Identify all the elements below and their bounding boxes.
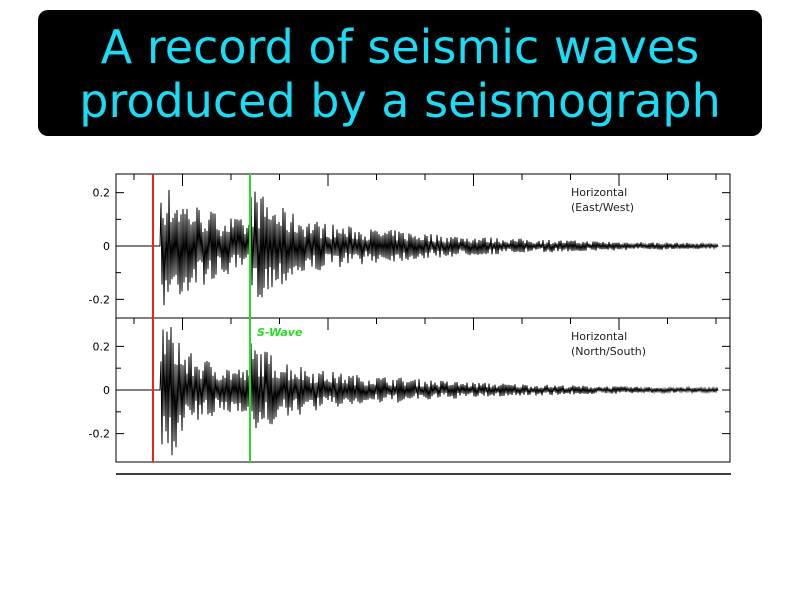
y-tick-label: 0.2	[93, 340, 111, 353]
y-tick-label: -0.2	[89, 428, 110, 441]
y-tick-label: 0	[103, 240, 110, 253]
component-label: (East/West)	[571, 201, 634, 214]
component-label: (North/South)	[571, 345, 646, 358]
component-label: Horizontal	[571, 330, 627, 343]
y-tick-label: 0	[103, 384, 110, 397]
title-banner: A record of seismic waves produced by a …	[38, 10, 762, 136]
waveform-trace	[116, 189, 719, 306]
s-wave-label: S-Wave	[257, 326, 303, 339]
y-tick-label: -0.2	[89, 293, 110, 306]
component-label: Horizontal	[571, 186, 627, 199]
y-tick-label: 0.2	[93, 187, 111, 200]
waveform-trace	[116, 327, 719, 456]
title-line-1: A record of seismic waves	[100, 20, 700, 74]
title-line-2: produced by a seismograph	[79, 74, 721, 128]
